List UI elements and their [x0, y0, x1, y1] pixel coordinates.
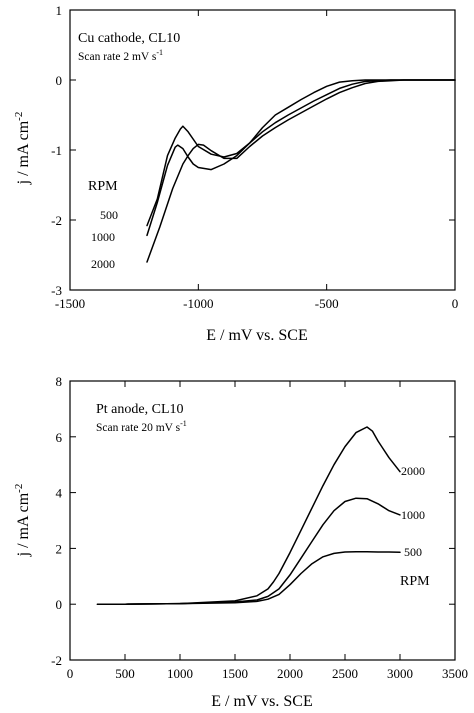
x-tick-label: -1500	[55, 296, 85, 311]
series-label-1000: 1000	[91, 230, 115, 244]
x-tick-label: 2500	[332, 666, 358, 681]
plot-frame	[69, 380, 456, 661]
y-tick-label: 2	[56, 541, 63, 556]
y-tick-label: 4	[56, 486, 63, 501]
chart-subtitle: Scan rate 2 mV s-1	[78, 48, 163, 63]
y-tick-label: -2	[51, 213, 62, 228]
x-tick-label: 3500	[442, 666, 468, 681]
chart-title: Pt anode, CL10	[96, 402, 184, 417]
series-line-1000	[96, 497, 401, 605]
x-tick-label: 0	[67, 666, 74, 681]
x-axis-label: E / mV vs. SCE	[206, 327, 308, 344]
y-tick-label: 6	[56, 430, 63, 445]
series-line-2000	[96, 426, 401, 605]
series-label-1000: 1000	[401, 508, 425, 522]
y-tick-label: 0	[56, 73, 63, 88]
cu-cathode-chart: Cu cathode, CL10 Scan rate 2 mV s-1 RPM …	[13, 3, 458, 344]
group-label: RPM	[88, 179, 118, 194]
y-tick-label: 0	[56, 597, 63, 612]
x-tick-label: 1000	[167, 666, 193, 681]
y-tick-label: -2	[51, 653, 62, 668]
y-tick-label: 8	[56, 374, 63, 389]
y-tick-label: 1	[56, 3, 63, 18]
series-label-500: 500	[100, 208, 118, 222]
series-label-2000: 2000	[91, 257, 115, 271]
x-tick-label: 0	[452, 296, 459, 311]
pt-anode-chart: Pt anode, CL10 Scan rate 20 mV s-1 RPM E…	[13, 374, 468, 710]
y-axis-label: j / mA cm-2	[13, 484, 32, 558]
x-tick-label: 3000	[387, 666, 413, 681]
chart-subtitle: Scan rate 20 mV s-1	[96, 419, 187, 434]
series-line-1000	[146, 79, 456, 237]
series-label-2000: 2000	[401, 464, 425, 478]
y-axis-label: j / mA cm-2	[13, 112, 32, 186]
x-tick-label: -1000	[183, 296, 213, 311]
y-tick-label: -3	[51, 283, 62, 298]
x-tick-label: -500	[315, 296, 339, 311]
series-line-2000	[146, 79, 456, 263]
x-tick-label: 500	[115, 666, 135, 681]
x-tick-label: 1500	[222, 666, 248, 681]
chart-title: Cu cathode, CL10	[78, 31, 180, 46]
y-tick-label: -1	[51, 143, 62, 158]
series-line-500	[146, 79, 456, 227]
series-label-500: 500	[404, 545, 422, 559]
group-label: RPM	[400, 574, 430, 589]
x-axis-label: E / mV vs. SCE	[211, 693, 313, 710]
series-line-500	[96, 550, 401, 605]
x-tick-label: 2000	[277, 666, 303, 681]
